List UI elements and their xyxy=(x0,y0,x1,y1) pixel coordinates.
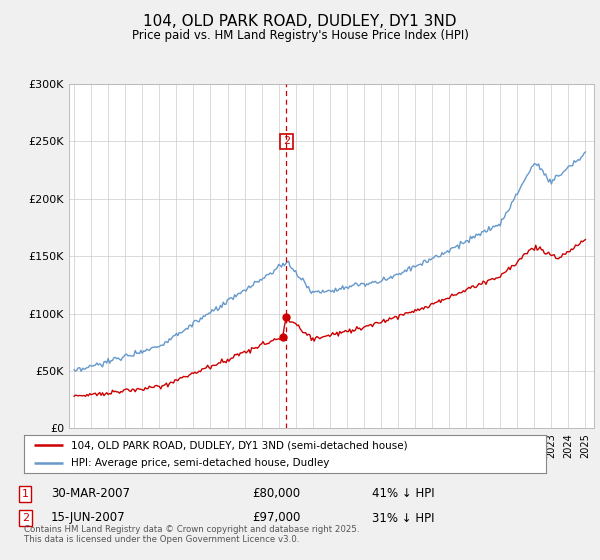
Text: 30-MAR-2007: 30-MAR-2007 xyxy=(51,487,130,501)
Text: £97,000: £97,000 xyxy=(252,511,301,525)
Text: 1: 1 xyxy=(22,489,29,499)
Text: 41% ↓ HPI: 41% ↓ HPI xyxy=(372,487,434,501)
Text: 2: 2 xyxy=(22,513,29,523)
Text: 31% ↓ HPI: 31% ↓ HPI xyxy=(372,511,434,525)
Text: Contains HM Land Registry data © Crown copyright and database right 2025.
This d: Contains HM Land Registry data © Crown c… xyxy=(24,525,359,544)
Text: 15-JUN-2007: 15-JUN-2007 xyxy=(51,511,125,525)
Text: 104, OLD PARK ROAD, DUDLEY, DY1 3ND: 104, OLD PARK ROAD, DUDLEY, DY1 3ND xyxy=(143,14,457,29)
Text: £80,000: £80,000 xyxy=(252,487,300,501)
Text: 2: 2 xyxy=(283,137,290,146)
Text: HPI: Average price, semi-detached house, Dudley: HPI: Average price, semi-detached house,… xyxy=(71,458,329,468)
Text: 104, OLD PARK ROAD, DUDLEY, DY1 3ND (semi-detached house): 104, OLD PARK ROAD, DUDLEY, DY1 3ND (sem… xyxy=(71,440,407,450)
Text: Price paid vs. HM Land Registry's House Price Index (HPI): Price paid vs. HM Land Registry's House … xyxy=(131,29,469,42)
